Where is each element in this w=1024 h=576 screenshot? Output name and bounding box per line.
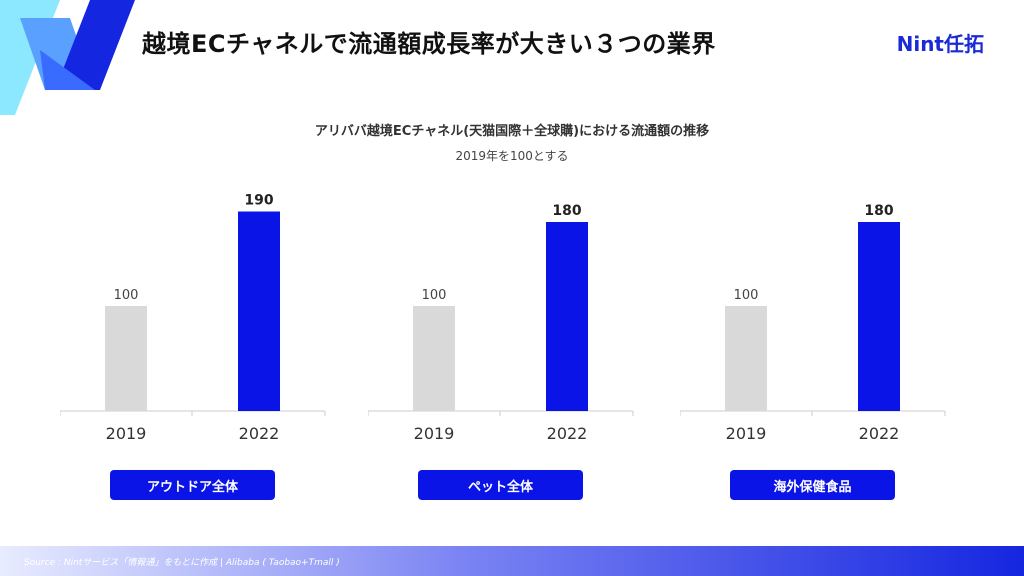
data-label-2022: 180 (864, 203, 893, 219)
data-label-2019: 100 (114, 288, 139, 303)
bar-chart-outdoor: 100 2019 190 2022 (60, 193, 326, 443)
chart-panel-outdoor: 100 2019 190 2022 アウトドア全体 (60, 170, 330, 500)
bar-chart-supplements: 100 2019 180 2022 (680, 203, 946, 443)
data-label-2022: 180 (552, 203, 581, 219)
bar-2019 (413, 306, 455, 411)
data-label-2022: 190 (244, 193, 273, 209)
category-label-pet: ペット全体 (418, 470, 583, 500)
page-title: 越境ECチャネルで流通額成長率が大きい３つの業界 (142, 30, 716, 58)
bar-2022 (858, 222, 900, 411)
category-label-supplements: 海外保健食品 (730, 470, 895, 500)
category-label-outdoor: アウトドア全体 (110, 470, 275, 500)
bar-2022 (238, 211, 280, 411)
data-label-2019: 100 (422, 288, 447, 303)
bar-2022 (546, 222, 588, 411)
footer-bar: Source : Nintサービス「情報通」をもとに作成 | Alibaba (… (0, 546, 1024, 576)
x-tick-label-2019: 2019 (106, 424, 147, 443)
brand-logo-graphic (0, 0, 135, 115)
chart-panel-pet: 100 2019 180 2022 ペット全体 (368, 170, 638, 500)
x-tick-label-2022: 2022 (859, 424, 900, 443)
bar-chart-pet: 100 2019 180 2022 (368, 203, 634, 443)
brand-logo: Nint任拓 (896, 32, 984, 56)
data-label-2019: 100 (734, 288, 759, 303)
chart-panel-supplements: 100 2019 180 2022 海外保健食品 (680, 170, 950, 500)
chart-subtitle: アリババ越境ECチャネル(天猫国際＋全球購)における流通額の推移 (314, 124, 710, 139)
bar-2019 (105, 306, 147, 411)
x-tick-label-2019: 2019 (414, 424, 455, 443)
x-tick-label-2022: 2022 (547, 424, 588, 443)
x-tick-label-2019: 2019 (726, 424, 767, 443)
x-tick-label-2022: 2022 (239, 424, 280, 443)
bar-2019 (725, 306, 767, 411)
chart-note: 2019年を100とする (455, 149, 569, 163)
source-note: Source : Nintサービス「情報通」をもとに作成 | Alibaba (… (24, 558, 340, 568)
